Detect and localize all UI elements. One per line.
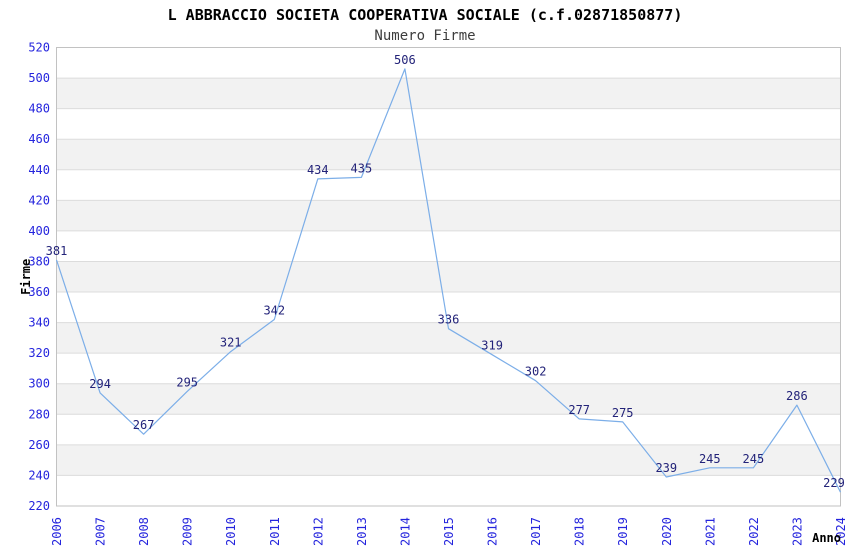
grid-band: [56, 139, 841, 170]
y-axis-title: Firme: [19, 259, 33, 295]
x-tick-label: 2012: [311, 517, 325, 546]
y-tick-label: 300: [28, 377, 50, 391]
chart-title: L ABBRACCIO SOCIETA COOPERATIVA SOCIALE …: [167, 6, 683, 24]
x-tick-label: 2022: [747, 517, 761, 546]
y-tick-label: 480: [28, 102, 50, 116]
data-point-label: 342: [263, 304, 285, 318]
grid-band: [56, 78, 841, 109]
data-point-label: 267: [133, 418, 155, 432]
x-tick-label: 2019: [616, 517, 630, 546]
x-tick-label: 2017: [529, 517, 543, 546]
y-tick-label: 400: [28, 224, 50, 238]
data-point-label: 506: [394, 53, 416, 67]
data-point-label: 381: [46, 244, 68, 258]
data-point-label: 336: [438, 313, 460, 327]
y-tick-label: 320: [28, 346, 50, 360]
data-point-label: 435: [351, 161, 373, 175]
data-point-label: 239: [655, 461, 677, 475]
x-tick-label: 2023: [790, 517, 804, 546]
x-axis-title: Anno: [812, 531, 841, 545]
data-point-label: 245: [743, 452, 765, 466]
plot-border: [56, 47, 841, 507]
x-tick-label: 2008: [137, 517, 151, 546]
y-tick-label: 360: [28, 285, 50, 299]
y-tick-label: 380: [28, 254, 50, 268]
data-point-label: 229: [823, 476, 845, 490]
y-tick-label: 260: [28, 438, 50, 452]
data-line: [55, 68, 842, 493]
x-tick-label: 2018: [573, 517, 587, 546]
y-tick-label: 280: [28, 407, 50, 421]
x-tick-label: 2020: [660, 517, 674, 546]
x-tick-label: 2009: [181, 517, 195, 546]
y-tick-label: 520: [28, 41, 50, 55]
data-point-label: 277: [568, 403, 590, 417]
y-tick-label: 420: [28, 193, 50, 207]
grid-band: [56, 200, 841, 231]
y-tick-label: 500: [28, 71, 50, 85]
y-tick-label: 240: [28, 468, 50, 482]
x-tick-label: 2021: [703, 517, 717, 546]
x-tick-label: 2011: [268, 517, 282, 546]
x-tick-label: 2016: [486, 517, 500, 546]
data-point-label: 286: [786, 389, 808, 403]
data-point-label: 302: [525, 365, 547, 379]
x-tick-label: 2015: [442, 517, 456, 546]
grid-band: [56, 383, 841, 415]
x-tick-label: 2010: [224, 517, 238, 546]
x-tick-label: 2013: [355, 517, 369, 546]
chart-subtitle: Numero Firme: [374, 28, 476, 44]
data-point-label: 245: [699, 452, 721, 466]
y-tick-label: 440: [28, 163, 50, 177]
grid-band: [56, 444, 841, 476]
y-tick-label: 220: [28, 499, 50, 513]
data-point-label: 434: [307, 163, 329, 177]
y-tick-label: 460: [28, 132, 50, 146]
data-point-label: 295: [176, 375, 198, 389]
grid-band: [56, 261, 841, 293]
data-point-label: 319: [481, 339, 503, 353]
data-point-label: 275: [612, 406, 634, 420]
data-point-label: 321: [220, 336, 242, 350]
x-tick-label: 2024: [834, 517, 848, 546]
data-point-label: 294: [89, 377, 111, 391]
x-tick-label: 2007: [94, 517, 108, 546]
y-tick-label: 340: [28, 316, 50, 330]
x-tick-label: 2014: [398, 517, 412, 546]
x-tick-label: 2006: [50, 517, 64, 546]
